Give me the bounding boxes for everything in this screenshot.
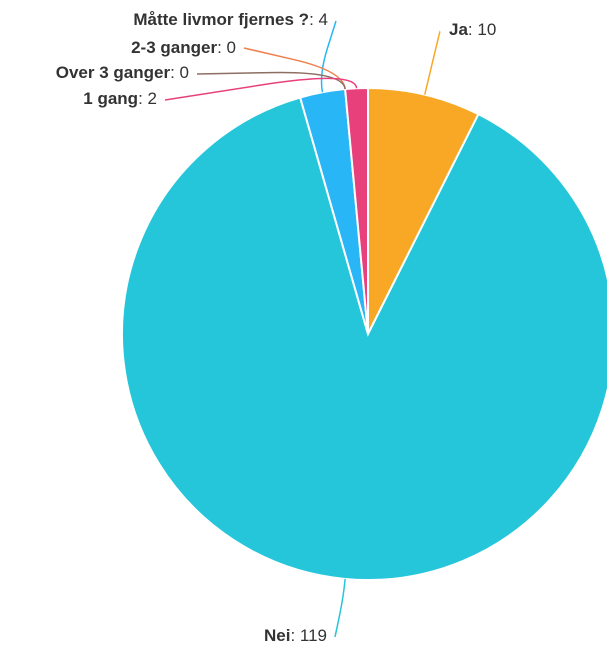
pie-slice-nei[interactable] (121, 96, 607, 581)
data-label-1-gang: 1 gang: 2 (83, 89, 157, 108)
pie-slices (121, 86, 607, 581)
data-label-matte-livmor-fjernes: Måtte livmor fjernes ?: 4 (133, 10, 328, 29)
leader-line-2-3-ganger (243, 47, 346, 90)
data-label-over-3-ganger: Over 3 ganger: 0 (56, 63, 189, 82)
leader-line-over-3-ganger (196, 71, 346, 90)
data-label-ja: Ja: 10 (449, 20, 496, 39)
leader-line-1-gang (164, 77, 358, 101)
data-label-2-3-ganger: 2-3 ganger: 0 (131, 38, 236, 57)
leader-line-matte-livmor-fjernes (320, 20, 337, 93)
pie-slice-ja[interactable] (367, 86, 480, 335)
leader-line-nei (334, 578, 346, 638)
leader-lines (164, 20, 441, 638)
leader-line-ja (424, 30, 441, 95)
data-label-nei: Nei: 119 (264, 626, 327, 645)
